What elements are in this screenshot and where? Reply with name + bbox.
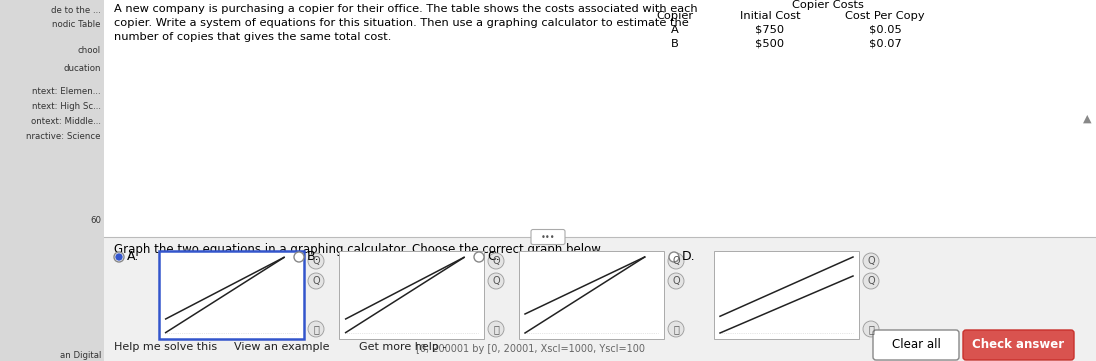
Text: A: A	[671, 25, 678, 35]
Text: Q: Q	[492, 256, 500, 266]
Circle shape	[114, 252, 124, 262]
Text: Clear all: Clear all	[891, 339, 940, 352]
Circle shape	[863, 321, 879, 337]
Circle shape	[667, 321, 684, 337]
Circle shape	[667, 253, 684, 269]
Text: View an example: View an example	[235, 342, 330, 352]
FancyBboxPatch shape	[104, 237, 1096, 361]
Circle shape	[308, 253, 324, 269]
Text: Q: Q	[672, 276, 680, 286]
Text: Copier Costs: Copier Costs	[791, 0, 864, 10]
Text: Q: Q	[867, 276, 875, 286]
Text: Cost Per Copy: Cost Per Copy	[845, 11, 925, 21]
Text: Q: Q	[867, 256, 875, 266]
Circle shape	[863, 273, 879, 289]
Text: •••: •••	[540, 232, 556, 242]
Text: C.: C.	[487, 251, 500, 264]
Text: ⧉: ⧉	[673, 324, 678, 334]
Circle shape	[863, 253, 879, 269]
Circle shape	[294, 252, 304, 262]
Text: nractive: Science: nractive: Science	[26, 132, 101, 141]
Text: ontext: Middle...: ontext: Middle...	[31, 117, 101, 126]
Text: Initial Cost: Initial Cost	[740, 11, 800, 21]
Text: Copier: Copier	[657, 11, 694, 21]
Text: B: B	[671, 39, 678, 49]
Circle shape	[488, 253, 504, 269]
FancyBboxPatch shape	[713, 251, 859, 339]
Text: [0, 200001 by [0, 20001, Xscl=1000, Yscl=100: [0, 200001 by [0, 20001, Xscl=1000, Yscl…	[416, 344, 646, 354]
Text: nodic Table: nodic Table	[53, 20, 101, 29]
Text: $0.05: $0.05	[869, 25, 901, 35]
Text: $750: $750	[755, 25, 785, 35]
Circle shape	[667, 273, 684, 289]
FancyBboxPatch shape	[0, 0, 104, 361]
FancyBboxPatch shape	[963, 330, 1074, 360]
Text: Graph the two equations in a graphing calculator. Choose the correct graph below: Graph the two equations in a graphing ca…	[114, 243, 604, 256]
Text: de to the ...: de to the ...	[52, 6, 101, 15]
Circle shape	[308, 273, 324, 289]
Circle shape	[116, 254, 122, 260]
Text: chool: chool	[78, 46, 101, 55]
Text: A.: A.	[127, 251, 139, 264]
Text: Check answer: Check answer	[972, 339, 1064, 352]
Circle shape	[488, 273, 504, 289]
Text: copier. Write a system of equations for this situation. Then use a graphing calc: copier. Write a system of equations for …	[114, 18, 688, 28]
Text: D.: D.	[682, 251, 696, 264]
FancyBboxPatch shape	[530, 230, 566, 244]
Text: ⧉: ⧉	[493, 324, 499, 334]
FancyBboxPatch shape	[874, 330, 959, 360]
Text: ntext: High Sc...: ntext: High Sc...	[32, 102, 101, 111]
Text: number of copies that gives the same total cost.: number of copies that gives the same tot…	[114, 32, 391, 42]
Text: Help me solve this: Help me solve this	[114, 342, 217, 352]
FancyBboxPatch shape	[159, 251, 304, 339]
Text: Q: Q	[312, 256, 320, 266]
Circle shape	[473, 252, 484, 262]
Text: ▲: ▲	[1083, 113, 1091, 123]
FancyBboxPatch shape	[104, 0, 1096, 237]
Circle shape	[669, 252, 680, 262]
Text: $0.07: $0.07	[869, 39, 901, 49]
Circle shape	[488, 321, 504, 337]
Text: Get more help -: Get more help -	[359, 342, 446, 352]
Text: an Digital: an Digital	[59, 351, 101, 360]
FancyBboxPatch shape	[339, 251, 484, 339]
FancyBboxPatch shape	[520, 251, 664, 339]
Text: ⧉: ⧉	[313, 324, 319, 334]
Text: ntext: Elemen...: ntext: Elemen...	[33, 87, 101, 96]
Text: ⧉: ⧉	[868, 324, 874, 334]
Text: Q: Q	[492, 276, 500, 286]
Circle shape	[308, 321, 324, 337]
Text: A new company is purchasing a copier for their office. The table shows the costs: A new company is purchasing a copier for…	[114, 4, 698, 14]
Text: 60: 60	[90, 216, 101, 225]
Text: $500: $500	[755, 39, 785, 49]
Text: Q: Q	[672, 256, 680, 266]
Text: Q: Q	[312, 276, 320, 286]
Text: ducation: ducation	[64, 64, 101, 73]
Text: B.: B.	[307, 251, 320, 264]
